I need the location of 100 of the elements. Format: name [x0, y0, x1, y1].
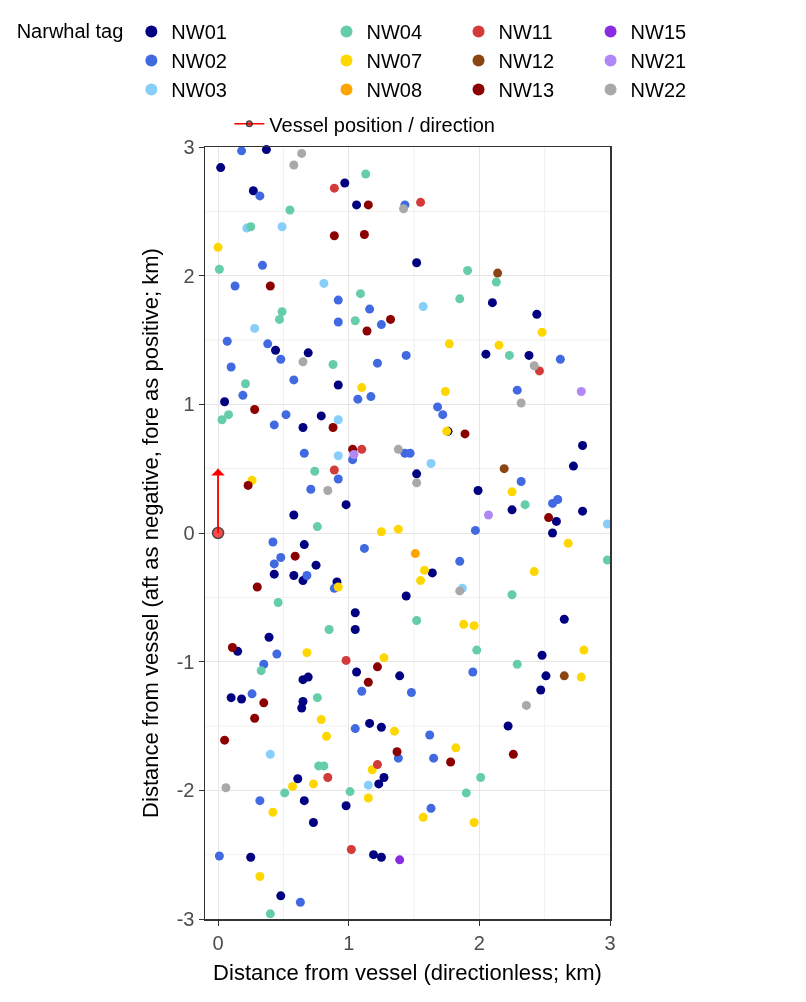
point — [419, 565, 429, 575]
point — [312, 522, 322, 532]
point — [349, 450, 359, 460]
point — [281, 410, 291, 420]
point — [494, 340, 504, 350]
point — [276, 552, 286, 562]
point — [359, 543, 369, 553]
point — [322, 731, 331, 741]
point — [366, 392, 376, 402]
point — [214, 264, 224, 274]
point — [372, 662, 382, 672]
point — [555, 354, 565, 364]
point — [302, 570, 312, 580]
legend-label: Vessel position / direction — [269, 113, 495, 136]
point — [372, 358, 382, 368]
point — [241, 379, 250, 389]
point — [246, 222, 256, 232]
point — [379, 653, 389, 663]
x-tick-label: 1 — [343, 931, 355, 954]
point — [553, 495, 563, 505]
point — [250, 323, 260, 333]
y-tick-label: 1 — [183, 393, 195, 416]
y-tick-label: 0 — [183, 522, 195, 544]
point — [333, 474, 343, 484]
point — [255, 191, 265, 201]
point — [272, 649, 282, 659]
point — [357, 383, 367, 393]
point — [308, 779, 318, 789]
point — [508, 749, 518, 759]
point — [393, 524, 403, 534]
point — [355, 289, 365, 299]
point — [393, 444, 403, 454]
point — [376, 527, 386, 537]
x-tick-label: 2 — [473, 931, 485, 954]
point — [470, 525, 480, 535]
point — [459, 619, 469, 629]
point — [280, 788, 290, 798]
point — [221, 783, 231, 793]
point — [576, 672, 586, 682]
point — [544, 513, 554, 523]
point — [285, 205, 295, 215]
legend-label: NW07 — [366, 50, 423, 73]
point — [416, 576, 426, 586]
point — [214, 851, 224, 861]
point — [451, 743, 461, 753]
point — [376, 320, 386, 330]
point — [329, 231, 339, 241]
point — [418, 302, 428, 312]
point — [426, 803, 436, 813]
point — [268, 537, 278, 547]
point — [224, 410, 234, 420]
point — [353, 394, 363, 404]
point — [288, 781, 298, 791]
point — [222, 336, 232, 346]
point — [269, 420, 279, 430]
point — [363, 793, 373, 803]
point — [460, 429, 470, 439]
point — [386, 314, 396, 324]
point — [512, 659, 522, 669]
point — [559, 671, 569, 681]
point — [319, 278, 329, 288]
point — [289, 375, 299, 385]
legend-title: Narwhal tag — [16, 19, 124, 42]
legend-label: NW22 — [630, 79, 687, 102]
point — [406, 688, 416, 698]
point — [363, 780, 373, 790]
point — [227, 643, 237, 653]
point — [463, 266, 473, 276]
y-axis-title: Distance from vessel (aft as negative, fore as positive; km) — [137, 248, 163, 818]
point — [472, 645, 482, 655]
point — [389, 726, 399, 736]
legend-label: NW21 — [630, 50, 687, 73]
legend-label: NW03 — [171, 79, 227, 102]
point — [333, 317, 343, 327]
point — [323, 486, 333, 496]
point — [333, 451, 343, 461]
point — [433, 402, 443, 412]
point — [310, 466, 320, 476]
point — [226, 362, 236, 372]
x-tick-label: 3 — [604, 931, 616, 954]
point — [563, 538, 573, 548]
point — [529, 567, 539, 577]
point — [263, 339, 273, 349]
point — [265, 281, 275, 291]
point — [576, 386, 586, 396]
point — [365, 304, 375, 314]
point — [507, 590, 517, 600]
x-axis-title: Distance from vessel (directionless; km) — [213, 960, 602, 986]
point — [252, 582, 262, 592]
point — [217, 415, 227, 425]
point — [247, 689, 257, 699]
point — [438, 410, 448, 420]
point — [410, 549, 420, 559]
point — [268, 807, 278, 817]
y-tick-label: 2 — [183, 264, 195, 287]
legend-label: NW13 — [498, 79, 555, 102]
point — [401, 350, 411, 360]
point — [299, 448, 309, 458]
point — [516, 398, 526, 408]
legend-label: NW02 — [171, 50, 227, 73]
